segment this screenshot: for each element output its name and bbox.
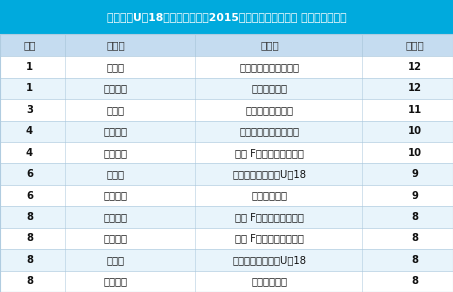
Text: 横浜 F・マリノスユース: 横浜 F・マリノスユース — [235, 212, 304, 222]
Text: 8: 8 — [411, 276, 418, 286]
Text: 中杉雄貴: 中杉雄貴 — [104, 212, 127, 222]
Bar — [0, 56, 453, 78]
Bar — [0, 34, 453, 292]
Text: 前田大然: 前田大然 — [104, 126, 127, 136]
Text: 11: 11 — [407, 105, 422, 115]
Bar — [0, 34, 453, 56]
Text: 前橋育英高校: 前橋育英高校 — [251, 191, 288, 201]
Text: 選手名: 選手名 — [106, 40, 125, 51]
Text: 横澤航平: 横澤航平 — [104, 191, 127, 201]
Text: 9: 9 — [411, 169, 418, 179]
Text: 順位: 順位 — [23, 40, 36, 51]
Text: 小川航基: 小川航基 — [104, 84, 127, 93]
Text: 8: 8 — [26, 212, 33, 222]
Text: 3: 3 — [26, 105, 33, 115]
Text: 桐光学園高校: 桐光学園高校 — [251, 84, 288, 93]
Text: 渡辺陽: 渡辺陽 — [106, 105, 125, 115]
Text: 遠藤渓太: 遠藤渓太 — [104, 148, 127, 158]
Text: 6: 6 — [26, 169, 33, 179]
Text: 8: 8 — [26, 233, 33, 244]
Text: 山梨学院大学附属高校: 山梨学院大学附属高校 — [240, 126, 299, 136]
Text: 8: 8 — [411, 255, 418, 265]
Text: 川崎フロンターレU－18: 川崎フロンターレU－18 — [232, 169, 307, 179]
Text: 浦和レッズユース: 浦和レッズユース — [246, 105, 294, 115]
Text: 6: 6 — [26, 191, 33, 201]
Text: 岸晃司: 岸晃司 — [106, 169, 125, 179]
Text: 川崎フロンターレU－18: 川崎フロンターレU－18 — [232, 255, 307, 265]
Text: 8: 8 — [26, 255, 33, 265]
Text: 東京ヴェルディユース: 東京ヴェルディユース — [240, 62, 299, 72]
Bar — [0, 206, 453, 228]
Bar — [0, 271, 453, 292]
Text: 8: 8 — [26, 276, 33, 286]
Bar — [0, 228, 453, 249]
Bar — [0, 0, 453, 34]
Bar — [0, 249, 453, 271]
Bar — [0, 99, 453, 121]
Text: 三笘薫: 三笘薫 — [106, 255, 125, 265]
Text: 郡大夢: 郡大夢 — [106, 62, 125, 72]
Text: 10: 10 — [408, 148, 421, 158]
Text: 4: 4 — [26, 126, 33, 136]
Bar — [0, 185, 453, 206]
Text: 8: 8 — [411, 233, 418, 244]
Bar — [0, 164, 453, 185]
Text: 横浜 F・マリノスユース: 横浜 F・マリノスユース — [235, 233, 304, 244]
Text: チーム: チーム — [260, 40, 279, 51]
Text: 横浜 F・マリノスユース: 横浜 F・マリノスユース — [235, 148, 304, 158]
Text: 12: 12 — [408, 62, 421, 72]
Text: 9: 9 — [411, 191, 418, 201]
Bar — [0, 121, 453, 142]
Text: 野口竜彦: 野口竜彦 — [104, 276, 127, 286]
Text: 8: 8 — [411, 212, 418, 222]
Bar — [0, 142, 453, 164]
Text: 和田昌士: 和田昌士 — [104, 233, 127, 244]
Text: 10: 10 — [408, 126, 421, 136]
Text: 前橋育英高校: 前橋育英高校 — [251, 276, 288, 286]
Text: 1: 1 — [26, 84, 33, 93]
Text: 12: 12 — [408, 84, 421, 93]
Text: 1: 1 — [26, 62, 33, 72]
Bar — [0, 78, 453, 99]
Text: 高円宮杯U－18サッカーリーグ2015プリンスリーグ関東 得点ランキング: 高円宮杯U－18サッカーリーグ2015プリンスリーグ関東 得点ランキング — [107, 12, 346, 22]
Text: 得点数: 得点数 — [405, 40, 424, 51]
Text: 4: 4 — [26, 148, 33, 158]
